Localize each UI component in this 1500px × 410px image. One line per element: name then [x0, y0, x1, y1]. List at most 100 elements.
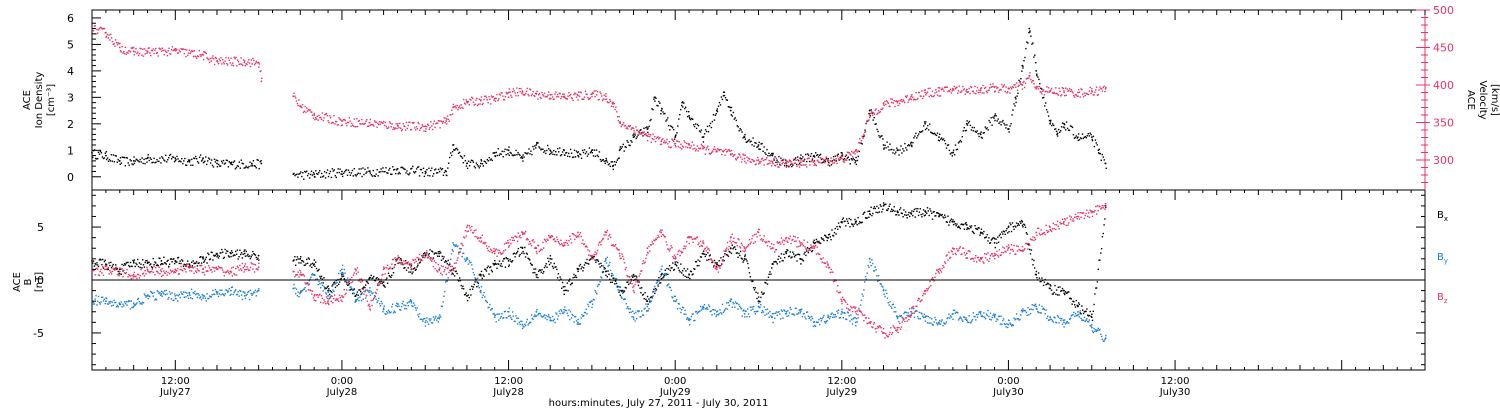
- density-tick-label: 6: [67, 12, 74, 25]
- b-series-bx-point-55: [868, 210, 871, 213]
- ion-density-series-point-46: [771, 154, 774, 157]
- b-series-bx-point-7: [188, 263, 191, 265]
- velocity-series-point-64: [1049, 90, 1051, 92]
- x-tick-date: July30: [1159, 387, 1191, 398]
- b-series-bz-point-60: [938, 268, 940, 271]
- b-series-bx-point-6: [174, 260, 177, 262]
- x-tick-time: 12:00: [827, 376, 856, 387]
- velocity-series-point-8: [243, 60, 246, 62]
- x-tick-date: July29: [659, 387, 691, 398]
- ion-density-series-point-3: [132, 160, 135, 162]
- b-series-by-point-54: [854, 321, 857, 324]
- b-series-by-point-0: [91, 298, 93, 300]
- b-series-by-point-48: [771, 316, 774, 318]
- b-tick-label: 5: [37, 221, 44, 234]
- density-tick-label: 3: [67, 91, 74, 104]
- b-series-bx-point-56: [882, 205, 885, 207]
- ion-density-series-point-41: [715, 109, 718, 112]
- b-series-bz-point-53: [840, 300, 843, 303]
- b-series-by-point-52: [827, 316, 829, 318]
- ion-density-series-point-27: [563, 149, 565, 152]
- b-series-bx-point-20: [382, 284, 385, 287]
- b-series-bx-point-53: [840, 220, 843, 223]
- velocity-series-point-58: [979, 87, 982, 90]
- velocity-axis-label-2: [km/s]: [1489, 84, 1500, 116]
- b-series-bz-point-30: [521, 231, 524, 234]
- b-axis-label-1: B: [23, 278, 34, 285]
- b-series-by-point-63: [979, 310, 982, 313]
- velocity-series-point-17: [424, 125, 427, 128]
- b-series-bz-point-6: [174, 268, 177, 271]
- b-series-by-point-41: [674, 300, 677, 303]
- b-series-bx-point-67: [1035, 273, 1038, 276]
- b-series-by-point-32: [549, 319, 552, 322]
- ion-density-series-point-42: [722, 91, 725, 93]
- b-series-bz-point-1: [105, 268, 107, 271]
- velocity-series-point-63: [1035, 87, 1038, 90]
- b-series-bx-point-12: [257, 254, 260, 257]
- x-tick-time: 12:00: [161, 376, 190, 387]
- b-series-by-point-60: [938, 321, 940, 324]
- ion-density-series-point-45: [757, 144, 760, 146]
- velocity-tick-label: 300: [1433, 154, 1454, 167]
- b-series-bz-point-7: [188, 266, 191, 269]
- density-axis-label-1: Ion Density: [34, 72, 45, 129]
- velocity-series-point-66: [1077, 91, 1079, 94]
- b-series-bz-point-26: [466, 226, 468, 229]
- velocity-series-point-19: [452, 106, 454, 109]
- ion-density-series-point-37: [674, 136, 677, 139]
- b-series-by-point-37: [618, 289, 621, 292]
- ion-density-series-point-54: [882, 144, 885, 146]
- b-series-bz-point-47: [757, 231, 760, 234]
- b-series-by-point-44: [715, 310, 718, 313]
- density-tick-label: 5: [67, 38, 74, 51]
- ion-density-series-point-13: [313, 173, 316, 176]
- b-series-bz-point-44: [715, 268, 718, 271]
- b-series-bz-point-48: [771, 247, 774, 250]
- b-series-bz-point-13: [292, 270, 295, 273]
- ion-density-series-point-33: [632, 136, 635, 139]
- velocity-series-point-60: [1007, 87, 1010, 90]
- b-series-bx-point-16: [327, 289, 329, 292]
- b-series-by-point-46: [743, 313, 746, 315]
- b-series-bx-point-9: [216, 252, 218, 255]
- ion-density-series-point-2: [118, 160, 121, 162]
- velocity-series-point-53: [910, 95, 913, 98]
- b-series-by-point-20: [382, 308, 385, 311]
- velocity-series-point-32: [618, 121, 621, 124]
- velocity-tick-label: 400: [1433, 79, 1454, 92]
- ion-density-series-point-74: [1104, 162, 1107, 165]
- b-series-by-point-15: [313, 273, 316, 276]
- b-series-bx-point-14: [299, 257, 302, 260]
- ion-density-series-point-40: [702, 136, 704, 139]
- b-series-bx-point-8: [202, 257, 205, 260]
- b-series-bz-point-33: [563, 242, 565, 244]
- velocity-series-point-27: [563, 95, 565, 98]
- b-series-by-point-22: [410, 300, 413, 303]
- ion-density-series-point-6: [188, 160, 191, 162]
- b-series-bx-point-17: [341, 273, 343, 276]
- ion-density-series-point-20: [466, 162, 468, 165]
- b-series-bx-point-1: [105, 263, 107, 265]
- b-series-bz-point-29: [507, 242, 510, 244]
- ion-density-series-point-66: [1028, 27, 1031, 30]
- ion-density-series-point-5: [174, 157, 177, 160]
- b-series-bz-point-67: [1035, 231, 1038, 234]
- x-axis-title: hours:minutes, July 27, 2011 - July 30, …: [549, 398, 769, 409]
- b-series-bz-point-31: [535, 247, 538, 250]
- b-series-by-point-55: [868, 257, 871, 260]
- b-series-bz-point-66: [1021, 249, 1024, 252]
- b-series-by-point-8: [202, 297, 205, 299]
- b-series-by-point-30: [521, 323, 524, 326]
- density-tick-label: 0: [67, 171, 74, 184]
- b-series-bz-point-21: [396, 257, 399, 260]
- b-series-bz-point-55: [868, 321, 871, 324]
- legend-bz: Bz: [1437, 292, 1448, 305]
- b-series-bx-point-45: [729, 247, 732, 250]
- b-series-bx-point-60: [938, 215, 940, 218]
- b-series-by-point-17: [341, 268, 343, 271]
- x-tick-time: 0:00: [664, 376, 686, 387]
- b-series-by-point-71: [1090, 326, 1093, 329]
- b-series-bz-point-41: [674, 257, 677, 260]
- b-series-bx-point-65: [1007, 226, 1010, 229]
